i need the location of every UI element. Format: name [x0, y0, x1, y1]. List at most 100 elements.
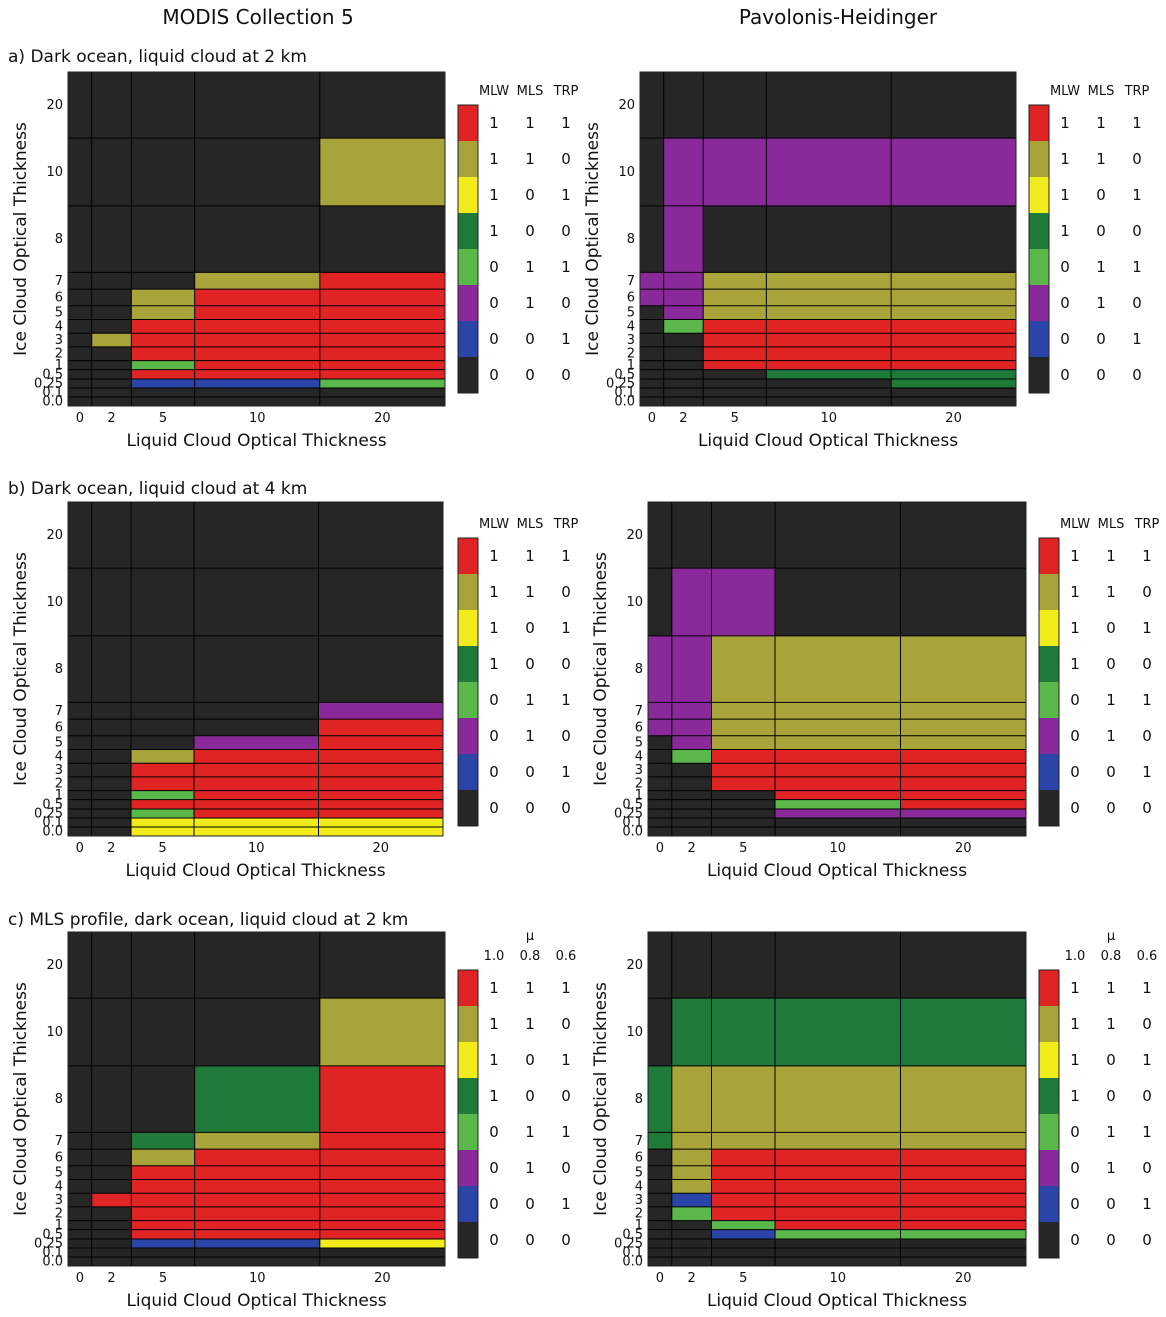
- legend-value: 0: [525, 1087, 535, 1105]
- legend-value: 1: [1106, 1015, 1116, 1033]
- x-tick-label: 5: [158, 841, 166, 856]
- legend-swatch: [458, 141, 478, 177]
- legend-value: 1: [1106, 727, 1116, 745]
- y-tick-label: 10: [618, 165, 635, 180]
- y-tick-label: 7: [635, 704, 643, 719]
- legend-swatch: [458, 970, 478, 1006]
- legend-value: 0: [1106, 1051, 1116, 1069]
- heatmap-cell: [671, 1149, 712, 1194]
- legend-header: MLS: [517, 517, 544, 532]
- x-tick-label: 2: [107, 411, 115, 426]
- column-title-left: MODIS Collection 5: [162, 5, 353, 29]
- legend-swatch: [458, 610, 478, 646]
- legend-value: 1: [1142, 547, 1152, 565]
- y-tick-label: 5: [55, 1166, 63, 1181]
- heatmap-cell: [318, 719, 443, 750]
- y-tick-label: 2: [55, 777, 63, 792]
- legend-value: 0: [1096, 366, 1106, 384]
- legend-value: 0: [1070, 799, 1080, 817]
- legend-swatch: [1039, 718, 1059, 754]
- legend: MLW MLS TRP 1 1 1 1 1 0 1 0 1 1 0 0 0 1 1 0 1 0 0 0 1 0 0 0: [1028, 84, 1150, 394]
- legend-value: 1: [489, 150, 499, 168]
- y-tick-label: 20: [46, 528, 63, 543]
- legend-swatch: [1039, 1186, 1059, 1222]
- heatmap-cell: [131, 378, 445, 388]
- legend-swatch: [1039, 574, 1059, 610]
- x-tick-label: 2: [688, 1271, 696, 1286]
- legend-value: 0: [489, 691, 499, 709]
- legend-value: 1: [1142, 1123, 1152, 1141]
- x-tick-label: 2: [679, 411, 687, 426]
- y-tick-label: 2: [627, 347, 635, 362]
- heatmap-cell: [703, 272, 1016, 320]
- legend-value: 0: [1142, 583, 1152, 601]
- legend-value: 1: [525, 114, 535, 132]
- legend-value: 0: [489, 366, 499, 384]
- x-tick-label: 20: [374, 411, 391, 426]
- y-tick-label: 3: [635, 763, 643, 778]
- legend-value: 1: [489, 979, 499, 997]
- legend-value: 0: [525, 222, 535, 240]
- legend-value: 1: [1132, 258, 1142, 276]
- legend-value: 1: [561, 979, 571, 997]
- x-tick-label: 20: [374, 1271, 391, 1286]
- legend-value: 0: [489, 258, 499, 276]
- legend-value: 0: [525, 366, 535, 384]
- y-tick-label: 8: [635, 662, 643, 677]
- heatmap-cell: [648, 1065, 672, 1150]
- legend-value: 0: [1106, 619, 1116, 637]
- heatmap-cell: [131, 749, 194, 764]
- plot-frame: [67, 931, 446, 1267]
- y-tick-label: 1: [627, 358, 635, 373]
- legend-swatch: [458, 682, 478, 718]
- y-tick-label: 10: [626, 1025, 643, 1040]
- y-tick-label: 0.0: [42, 1254, 63, 1269]
- x-tick-label: 0: [656, 1271, 664, 1286]
- y-tick-label: 1: [635, 1218, 643, 1233]
- legend-swatch: [458, 790, 478, 826]
- y-tick-label: 1: [55, 788, 63, 803]
- legend-swatch: [458, 1078, 478, 1114]
- legend-header: MLW: [1050, 84, 1080, 99]
- legend-swatch: [1029, 285, 1049, 321]
- legend-value: 1: [525, 1015, 535, 1033]
- legend-value: 0: [1060, 258, 1070, 276]
- legend-value: 0: [561, 1015, 571, 1033]
- heatmap-cell: [891, 378, 1016, 388]
- legend-value: 1: [489, 114, 499, 132]
- legend-header: MLW: [479, 84, 509, 99]
- row-title-b: b) Dark ocean, liquid cloud at 4 km: [8, 479, 307, 499]
- legend: MLW MLS TRP 1 1 1 1 1 0 1 0 1 1 0 0 0 1 1 0 1 0 0 0 1 0 0 0: [1038, 517, 1160, 827]
- legend-value: 0: [1132, 294, 1142, 312]
- legend-value: 0: [1132, 222, 1142, 240]
- legend-value: 0: [561, 655, 571, 673]
- legend-value: 0: [1132, 366, 1142, 384]
- heatmap-cell: [131, 289, 195, 320]
- legend-value: 1: [489, 222, 499, 240]
- legend-swatch: [1039, 538, 1059, 574]
- plot-frame: [647, 501, 1027, 837]
- legend-value: 1: [561, 258, 571, 276]
- y-tick-label: 5: [55, 306, 63, 321]
- y-axis-label: Ice Cloud Optical Thickness: [591, 552, 611, 786]
- heatmap-cell: [663, 205, 704, 320]
- heatmap-cell: [319, 378, 445, 388]
- legend-value: 1: [489, 186, 499, 204]
- legend-swatch: [1039, 610, 1059, 646]
- y-tick-label: 0.5: [622, 797, 643, 812]
- legend-value: 0: [1070, 727, 1080, 745]
- y-tick-label: 2: [55, 1207, 63, 1222]
- y-tick-label: 0.0: [622, 1254, 643, 1269]
- legend-value: 0: [1096, 186, 1106, 204]
- legend-value: 1: [525, 1159, 535, 1177]
- legend-swatch: [1029, 141, 1049, 177]
- y-tick-label: 0.0: [622, 824, 643, 839]
- x-tick-label: 5: [739, 1271, 747, 1286]
- legend-value: 0: [561, 366, 571, 384]
- y-tick-label: 20: [618, 98, 635, 113]
- legend-swatch: [1029, 213, 1049, 249]
- column-title-right: Pavolonis-Heidinger: [739, 5, 938, 29]
- legend: μ 1.0 0.8 0.6 1 1 1 1 1 0 1 0 1 1 0 0 0 1 1 0 1 0 0 0 1 0 0 0: [457, 929, 576, 1259]
- legend-value: 0: [1060, 366, 1070, 384]
